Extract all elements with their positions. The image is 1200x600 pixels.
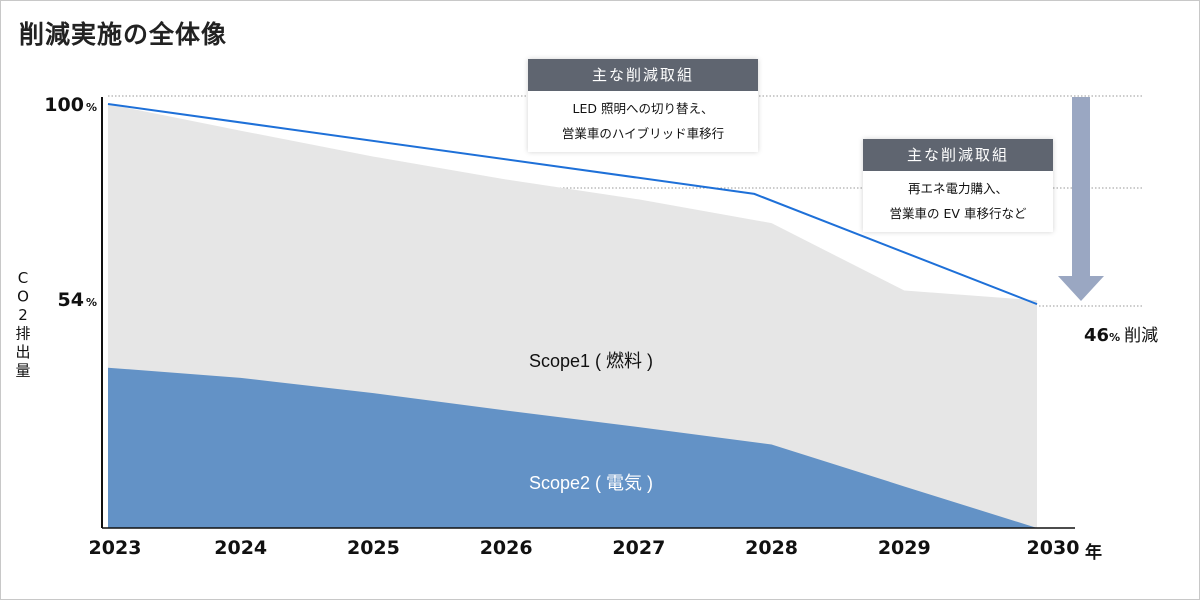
measures-box-line: 再エネ電力購入、	[907, 181, 1008, 196]
y-tick-label: 100%	[44, 94, 97, 116]
reduction-arrow-icon	[1058, 97, 1104, 301]
x-tick-label: 2029	[878, 537, 931, 559]
measures-box-line: 営業車のハイブリッド車移行	[561, 126, 725, 141]
x-axis-unit: 年	[1085, 543, 1102, 563]
x-tick-label: 2024	[214, 537, 267, 559]
y-tick-labels: 100 % 54%	[44, 94, 97, 311]
x-tick-label: 2027	[612, 537, 665, 559]
measures-box-line: 営業車の EV 車移行など	[889, 206, 1027, 221]
x-tick-label: 2023	[89, 537, 142, 559]
reduction-label: 46% 削減	[1084, 321, 1158, 346]
measures-box-header: 主な削減取組	[863, 139, 1053, 171]
scope2-area	[108, 367, 1037, 528]
axes	[101, 97, 1075, 529]
page-title: 削減実施の全体像	[19, 20, 228, 49]
x-tick-label: 2026	[480, 537, 533, 559]
reduction-number: 46	[1084, 325, 1110, 346]
measures-box-1: 主な削減取組 LED 照明への切り替え、 営業車のハイブリッド車移行	[528, 59, 758, 152]
scope2-label: Scope2 ( 電気 )	[529, 473, 653, 493]
reduction-text: 削減	[1124, 326, 1159, 346]
x-tick-label: 2025	[347, 537, 400, 559]
reduction-unit: %	[1109, 331, 1121, 344]
y-tick-label: 54%	[58, 289, 97, 311]
measures-box-header: 主な削減取組	[528, 59, 758, 91]
y-axis-label: C O 2 排出量	[15, 269, 30, 380]
measures-box-2: 主な削減取組 再エネ電力購入、 営業車の EV 車移行など	[863, 139, 1053, 232]
x-tick-labels: 2023 2024 2025 2026 2027 2028 2029 2030	[89, 537, 1080, 559]
x-tick-label: 2028	[745, 537, 798, 559]
x-tick-label: 2030	[1027, 537, 1080, 559]
down-arrow-shape	[1058, 97, 1104, 301]
measures-box-line: LED 照明への切り替え、	[572, 101, 714, 116]
scope1-label: Scope1 ( 燃料 )	[529, 351, 653, 371]
target-line	[107, 103, 1038, 306]
